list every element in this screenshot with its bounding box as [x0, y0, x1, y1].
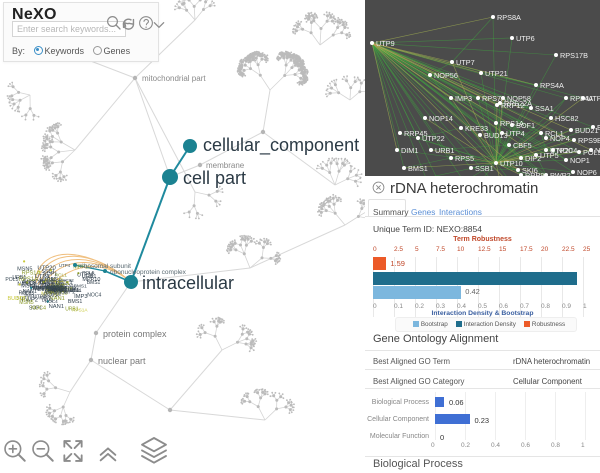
svg-text:cell part: cell part [183, 168, 246, 188]
svg-text:URB1: URB1 [12, 275, 26, 281]
svg-text:IMP3: IMP3 [455, 94, 472, 103]
svg-text:DIM1: DIM1 [401, 146, 418, 155]
svg-text:PWP2: PWP2 [31, 287, 44, 292]
svg-text:RPS5: RPS5 [455, 154, 474, 163]
svg-text:UTP10: UTP10 [500, 159, 523, 168]
svg-text:HSC82: HSC82 [555, 114, 579, 123]
svg-text:NOP56: NOP56 [434, 71, 458, 80]
svg-text:NOP14: NOP14 [48, 286, 67, 292]
svg-text:RPS9B: RPS9B [578, 136, 600, 145]
svg-text:UTP13: UTP13 [587, 94, 600, 103]
svg-text:NAN1: NAN1 [49, 304, 64, 310]
svg-text:nuclear part: nuclear part [98, 356, 146, 366]
svg-text:SSB1: SSB1 [42, 269, 55, 275]
svg-text:URB1: URB1 [65, 306, 79, 312]
svg-text:UTP4: UTP4 [506, 129, 525, 138]
svg-text:SSA1: SSA1 [535, 104, 554, 113]
svg-text:ribosomal subunit: ribosomal subunit [80, 263, 131, 270]
svg-text:UTP7: UTP7 [456, 58, 475, 67]
svg-text:NAN1: NAN1 [595, 146, 600, 155]
svg-text:cellular_component: cellular_component [203, 135, 359, 156]
svg-text:NOP1: NOP1 [570, 156, 590, 165]
svg-text:BUD13: BUD13 [8, 296, 26, 302]
svg-text:UTP4: UTP4 [59, 263, 71, 268]
svg-text:UTP9: UTP9 [376, 39, 395, 48]
svg-text:NOP58: NOP58 [507, 94, 531, 103]
svg-text:NOP14: NOP14 [429, 114, 453, 123]
svg-text:UTP21: UTP21 [485, 69, 508, 78]
svg-text:NOC4: NOC4 [87, 293, 101, 299]
svg-text:MSN5: MSN5 [17, 267, 32, 273]
svg-text:SSB1: SSB1 [475, 164, 494, 173]
svg-text:RPS17B: RPS17B [560, 51, 588, 60]
svg-text:UTP22: UTP22 [422, 134, 445, 143]
svg-text:RCL1: RCL1 [545, 129, 564, 138]
svg-text:RPS8A: RPS8A [497, 13, 521, 22]
svg-text:URB1: URB1 [435, 146, 454, 155]
svg-text:BMS1: BMS1 [408, 164, 428, 173]
svg-text:protein complex: protein complex [103, 329, 167, 339]
svg-text:NOC4: NOC4 [557, 146, 577, 155]
svg-text:BUD21: BUD21 [575, 126, 599, 135]
svg-text:SSA1: SSA1 [70, 288, 82, 293]
svg-text:mitochondrial part: mitochondrial part [142, 74, 206, 83]
svg-text:DIP2: DIP2 [525, 154, 541, 163]
svg-text:BUD13: BUD13 [484, 131, 508, 140]
svg-text:RPS1A: RPS1A [500, 119, 524, 128]
svg-text:BMS1: BMS1 [68, 299, 82, 305]
svg-text:RPS7A: RPS7A [482, 94, 506, 103]
svg-text:UTP5: UTP5 [540, 151, 559, 160]
svg-text:POL5: POL5 [82, 270, 95, 276]
svg-text:NOP6: NOP6 [577, 168, 597, 176]
svg-text:NOC4: NOC4 [31, 306, 46, 312]
svg-text:CBF5: CBF5 [513, 141, 532, 150]
svg-text:MPP10: MPP10 [82, 277, 100, 283]
svg-text:UTP6: UTP6 [516, 34, 535, 43]
svg-text:RPS4A: RPS4A [540, 81, 564, 90]
svg-text:intracellular: intracellular [142, 273, 234, 293]
